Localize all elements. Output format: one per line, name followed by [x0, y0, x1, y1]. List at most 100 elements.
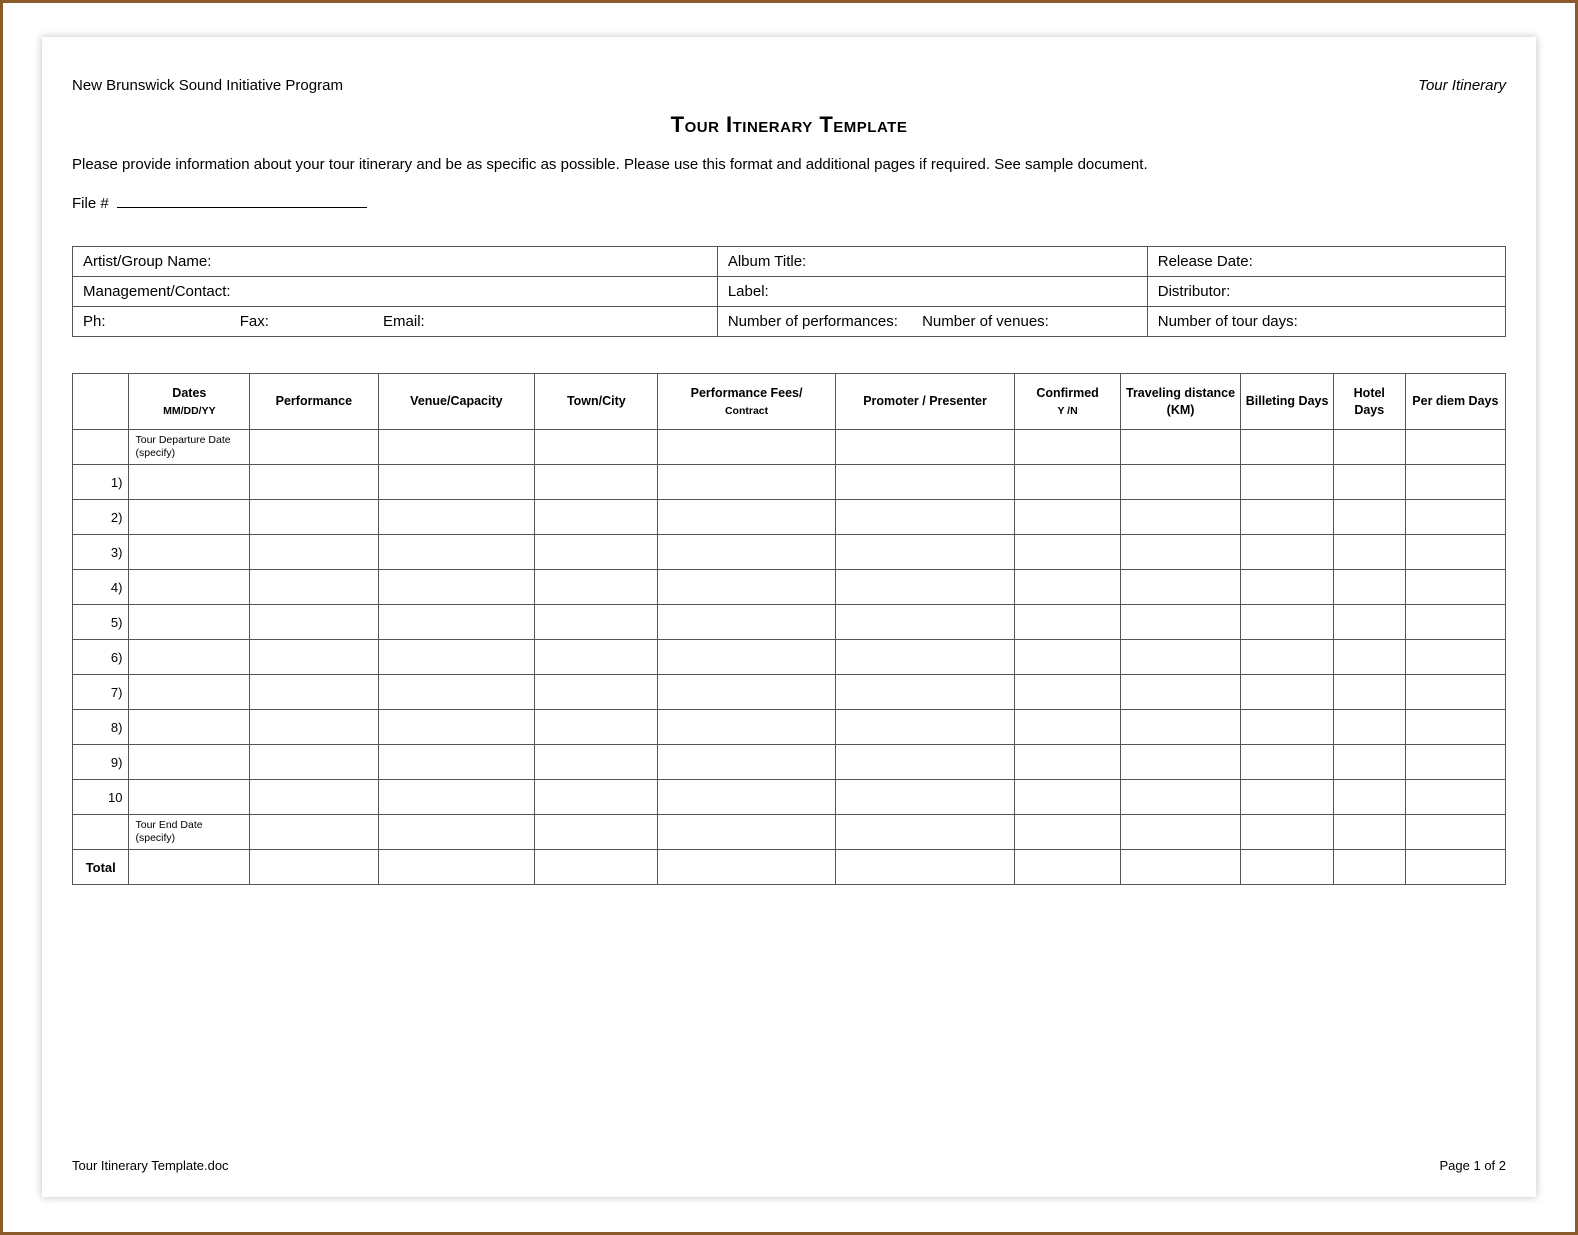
table-cell[interactable]: [1405, 605, 1505, 640]
contact-methods-cell[interactable]: Ph: Fax: Email:: [73, 307, 718, 337]
table-cell[interactable]: [1241, 465, 1333, 500]
table-cell[interactable]: [1015, 535, 1120, 570]
table-cell[interactable]: [1241, 675, 1333, 710]
table-cell[interactable]: [1405, 465, 1505, 500]
table-cell[interactable]: [250, 535, 378, 570]
table-cell[interactable]: [658, 745, 835, 780]
table-cell[interactable]: [1405, 710, 1505, 745]
table-cell[interactable]: [535, 780, 658, 815]
table-cell[interactable]: [1333, 780, 1405, 815]
table-cell[interactable]: [378, 780, 535, 815]
table-cell[interactable]: [378, 535, 535, 570]
table-cell[interactable]: [1015, 570, 1120, 605]
table-cell[interactable]: [658, 570, 835, 605]
table-cell[interactable]: [535, 745, 658, 780]
table-cell[interactable]: [1015, 640, 1120, 675]
table-cell[interactable]: [1333, 850, 1405, 885]
table-cell[interactable]: [129, 535, 250, 570]
table-cell[interactable]: [1405, 780, 1505, 815]
table-cell[interactable]: [1241, 815, 1333, 850]
table-cell[interactable]: [1015, 675, 1120, 710]
distributor-cell[interactable]: Distributor:: [1147, 277, 1505, 307]
table-cell[interactable]: [250, 500, 378, 535]
table-cell[interactable]: [1241, 500, 1333, 535]
table-cell[interactable]: [535, 850, 658, 885]
table-cell[interactable]: [658, 780, 835, 815]
table-cell[interactable]: [1241, 605, 1333, 640]
table-cell[interactable]: [378, 815, 535, 850]
table-cell[interactable]: [835, 465, 1015, 500]
table-cell[interactable]: [1120, 535, 1241, 570]
label-cell[interactable]: Label:: [717, 277, 1147, 307]
table-cell[interactable]: [1405, 640, 1505, 675]
table-cell[interactable]: [658, 640, 835, 675]
table-cell[interactable]: [1015, 850, 1120, 885]
table-cell[interactable]: [1120, 430, 1241, 465]
table-cell[interactable]: [378, 605, 535, 640]
table-cell[interactable]: [658, 500, 835, 535]
table-cell[interactable]: [1333, 535, 1405, 570]
table-cell[interactable]: [378, 465, 535, 500]
table-cell[interactable]: [835, 535, 1015, 570]
management-contact-cell[interactable]: Management/Contact:: [73, 277, 718, 307]
table-cell[interactable]: [835, 500, 1015, 535]
table-cell[interactable]: [535, 535, 658, 570]
table-cell[interactable]: [835, 675, 1015, 710]
table-cell[interactable]: [1015, 710, 1120, 745]
table-cell[interactable]: [378, 640, 535, 675]
table-cell[interactable]: [1405, 745, 1505, 780]
table-cell[interactable]: [250, 745, 378, 780]
table-cell[interactable]: [1405, 850, 1505, 885]
table-cell[interactable]: [129, 500, 250, 535]
table-cell[interactable]: [535, 710, 658, 745]
table-cell[interactable]: [1405, 500, 1505, 535]
table-cell[interactable]: [1241, 640, 1333, 675]
table-cell[interactable]: [1333, 570, 1405, 605]
table-cell[interactable]: [250, 605, 378, 640]
table-cell[interactable]: [658, 605, 835, 640]
table-cell[interactable]: [1241, 430, 1333, 465]
table-cell[interactable]: [1120, 605, 1241, 640]
table-cell[interactable]: [1241, 745, 1333, 780]
table-cell[interactable]: [250, 570, 378, 605]
table-cell[interactable]: [250, 465, 378, 500]
table-cell[interactable]: [1015, 430, 1120, 465]
table-cell[interactable]: [658, 850, 835, 885]
table-cell[interactable]: [1241, 850, 1333, 885]
table-cell[interactable]: [129, 850, 250, 885]
table-cell[interactable]: [1333, 745, 1405, 780]
table-cell[interactable]: [1405, 430, 1505, 465]
table-cell[interactable]: [535, 430, 658, 465]
table-cell[interactable]: [1015, 815, 1120, 850]
table-cell[interactable]: [535, 640, 658, 675]
table-cell[interactable]: [1333, 815, 1405, 850]
table-cell[interactable]: [535, 500, 658, 535]
file-number-blank[interactable]: [117, 207, 367, 208]
table-cell[interactable]: [129, 745, 250, 780]
table-cell[interactable]: [1120, 675, 1241, 710]
table-cell[interactable]: [250, 430, 378, 465]
table-cell[interactable]: [250, 675, 378, 710]
table-cell[interactable]: [535, 465, 658, 500]
table-cell[interactable]: [1015, 465, 1120, 500]
table-cell[interactable]: [250, 815, 378, 850]
table-cell[interactable]: [1015, 605, 1120, 640]
table-cell[interactable]: [1120, 710, 1241, 745]
artist-group-name-cell[interactable]: Artist/Group Name:: [73, 247, 718, 277]
table-cell[interactable]: [1120, 465, 1241, 500]
table-cell[interactable]: [835, 710, 1015, 745]
table-cell[interactable]: [129, 780, 250, 815]
table-cell[interactable]: [1241, 780, 1333, 815]
table-cell[interactable]: [129, 570, 250, 605]
table-cell[interactable]: [378, 850, 535, 885]
table-cell[interactable]: [1120, 500, 1241, 535]
table-cell[interactable]: [535, 570, 658, 605]
table-cell[interactable]: [1405, 535, 1505, 570]
table-cell[interactable]: [835, 780, 1015, 815]
table-cell[interactable]: [1120, 745, 1241, 780]
table-cell[interactable]: [1241, 535, 1333, 570]
album-title-cell[interactable]: Album Title:: [717, 247, 1147, 277]
table-cell[interactable]: [378, 710, 535, 745]
table-cell[interactable]: [1405, 570, 1505, 605]
table-cell[interactable]: [658, 710, 835, 745]
